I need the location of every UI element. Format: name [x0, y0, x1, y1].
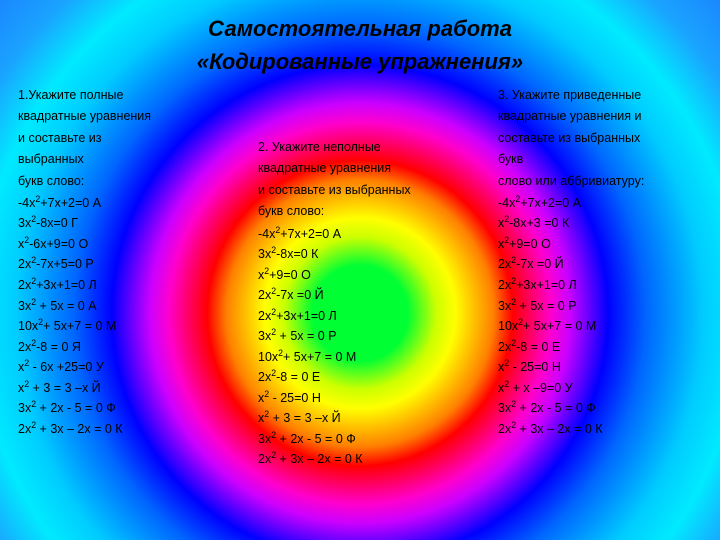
equation-line: 2x2 + 3x – 2x = 0 К: [258, 449, 462, 470]
column-intro-line: букв: [498, 150, 702, 169]
equation-line: -4x2+7x+2=0 А: [498, 193, 702, 214]
title-line-1: Самостоятельная работа: [0, 12, 720, 45]
column-intro-line: и составьте из: [18, 129, 222, 148]
column-intro-line: составьте из выбранных: [498, 129, 702, 148]
equation-line: x2-6x+9=0 О: [18, 234, 222, 255]
equation-line: 3x2 + 2x - 5 = 0 Ф: [258, 429, 462, 450]
equation-line: x2+9=0 О: [498, 234, 702, 255]
equation-line: 2x2 + 3x – 2x = 0 К: [18, 419, 222, 440]
column-1: 1.Укажите полные квадратные уравнения и со…: [0, 80, 240, 540]
equation-line: 2x2 + 3x – 2x = 0 К: [498, 419, 702, 440]
equation-line: 3x2 + 5x = 0 Р: [498, 296, 702, 317]
equation-line: x2 + x –9=0 У: [498, 378, 702, 399]
equation-line: -4x2+7x+2=0 А: [18, 193, 222, 214]
column-intro-line: 1.Укажите полные: [18, 86, 222, 105]
equation-line: 2x2-7x =0 Й: [498, 254, 702, 275]
equation-line: x2 - 25=0 Н: [258, 388, 462, 409]
equation-line: 2x2+3x+1=0 Л: [258, 306, 462, 327]
equation-line: 2x2+3x+1=0 Л: [498, 275, 702, 296]
column-intro-line: 3. Укажите приведенные: [498, 86, 702, 105]
equation-line: 10x2+ 5x+7 = 0 М: [498, 316, 702, 337]
equation-line: 10x2+ 5x+7 = 0 М: [18, 316, 222, 337]
equation-line: x2 - 25=0 Н: [498, 357, 702, 378]
column-intro-line: квадратные уравнения: [258, 159, 462, 178]
equation-line: 3x2 + 5x = 0 Р: [258, 326, 462, 347]
equation-line: x2 + 3 = 3 –x Й: [258, 408, 462, 429]
column-intro-line: 2. Укажите неполные: [258, 138, 462, 157]
columns: 1.Укажите полные квадратные уравнения и со…: [0, 80, 720, 540]
equation-line: 2x2-7x+5=0 Р: [18, 254, 222, 275]
slide-title: Самостоятельная работа «Кодированные упр…: [0, 0, 720, 78]
column-intro-line: букв слово:: [18, 172, 222, 191]
equation-line: 3x2 + 2x - 5 = 0 Ф: [498, 398, 702, 419]
column-intro-line: выбранных: [18, 150, 222, 169]
equation-line: 3x2 + 5x = 0 А: [18, 296, 222, 317]
equation-line: 3x2 + 2x - 5 = 0 Ф: [18, 398, 222, 419]
equation-line: 2x2+3x+1=0 Л: [18, 275, 222, 296]
equation-line: 3x2-8x=0 Г: [18, 213, 222, 234]
title-line-2: «Кодированные упражнения»: [0, 45, 720, 78]
equation-line: x2+9=0 О: [258, 265, 462, 286]
equation-line: 10x2+ 5x+7 = 0 М: [258, 347, 462, 368]
column-intro-line: букв слово:: [258, 202, 462, 221]
column-2: 2. Укажите неполные квадратные уравнения и…: [240, 80, 480, 540]
equation-line: -4x2+7x+2=0 А: [258, 224, 462, 245]
column-intro-line: квадратные уравнения и: [498, 107, 702, 126]
equation-line: 2x2-8 = 0 Е: [498, 337, 702, 358]
equation-line: 2x2-8 = 0 Я: [18, 337, 222, 358]
equation-line: 3x2-8x=0 К: [258, 244, 462, 265]
column-3: 3. Укажите приведенные квадратные уравнен…: [480, 80, 720, 540]
column-intro-line: квадратные уравнения: [18, 107, 222, 126]
equation-line: x2 + 3 = 3 –x Й: [18, 378, 222, 399]
equation-line: 2x2-7x =0 Й: [258, 285, 462, 306]
column-intro-line: слово или аббривиатуру:: [498, 172, 702, 191]
column-intro-line: и составьте из выбранных: [258, 181, 462, 200]
equation-line: 2x2-8 = 0 Е: [258, 367, 462, 388]
equation-line: x2 - 6x +25=0 У: [18, 357, 222, 378]
equation-line: x2-8x+3 =0 К: [498, 213, 702, 234]
